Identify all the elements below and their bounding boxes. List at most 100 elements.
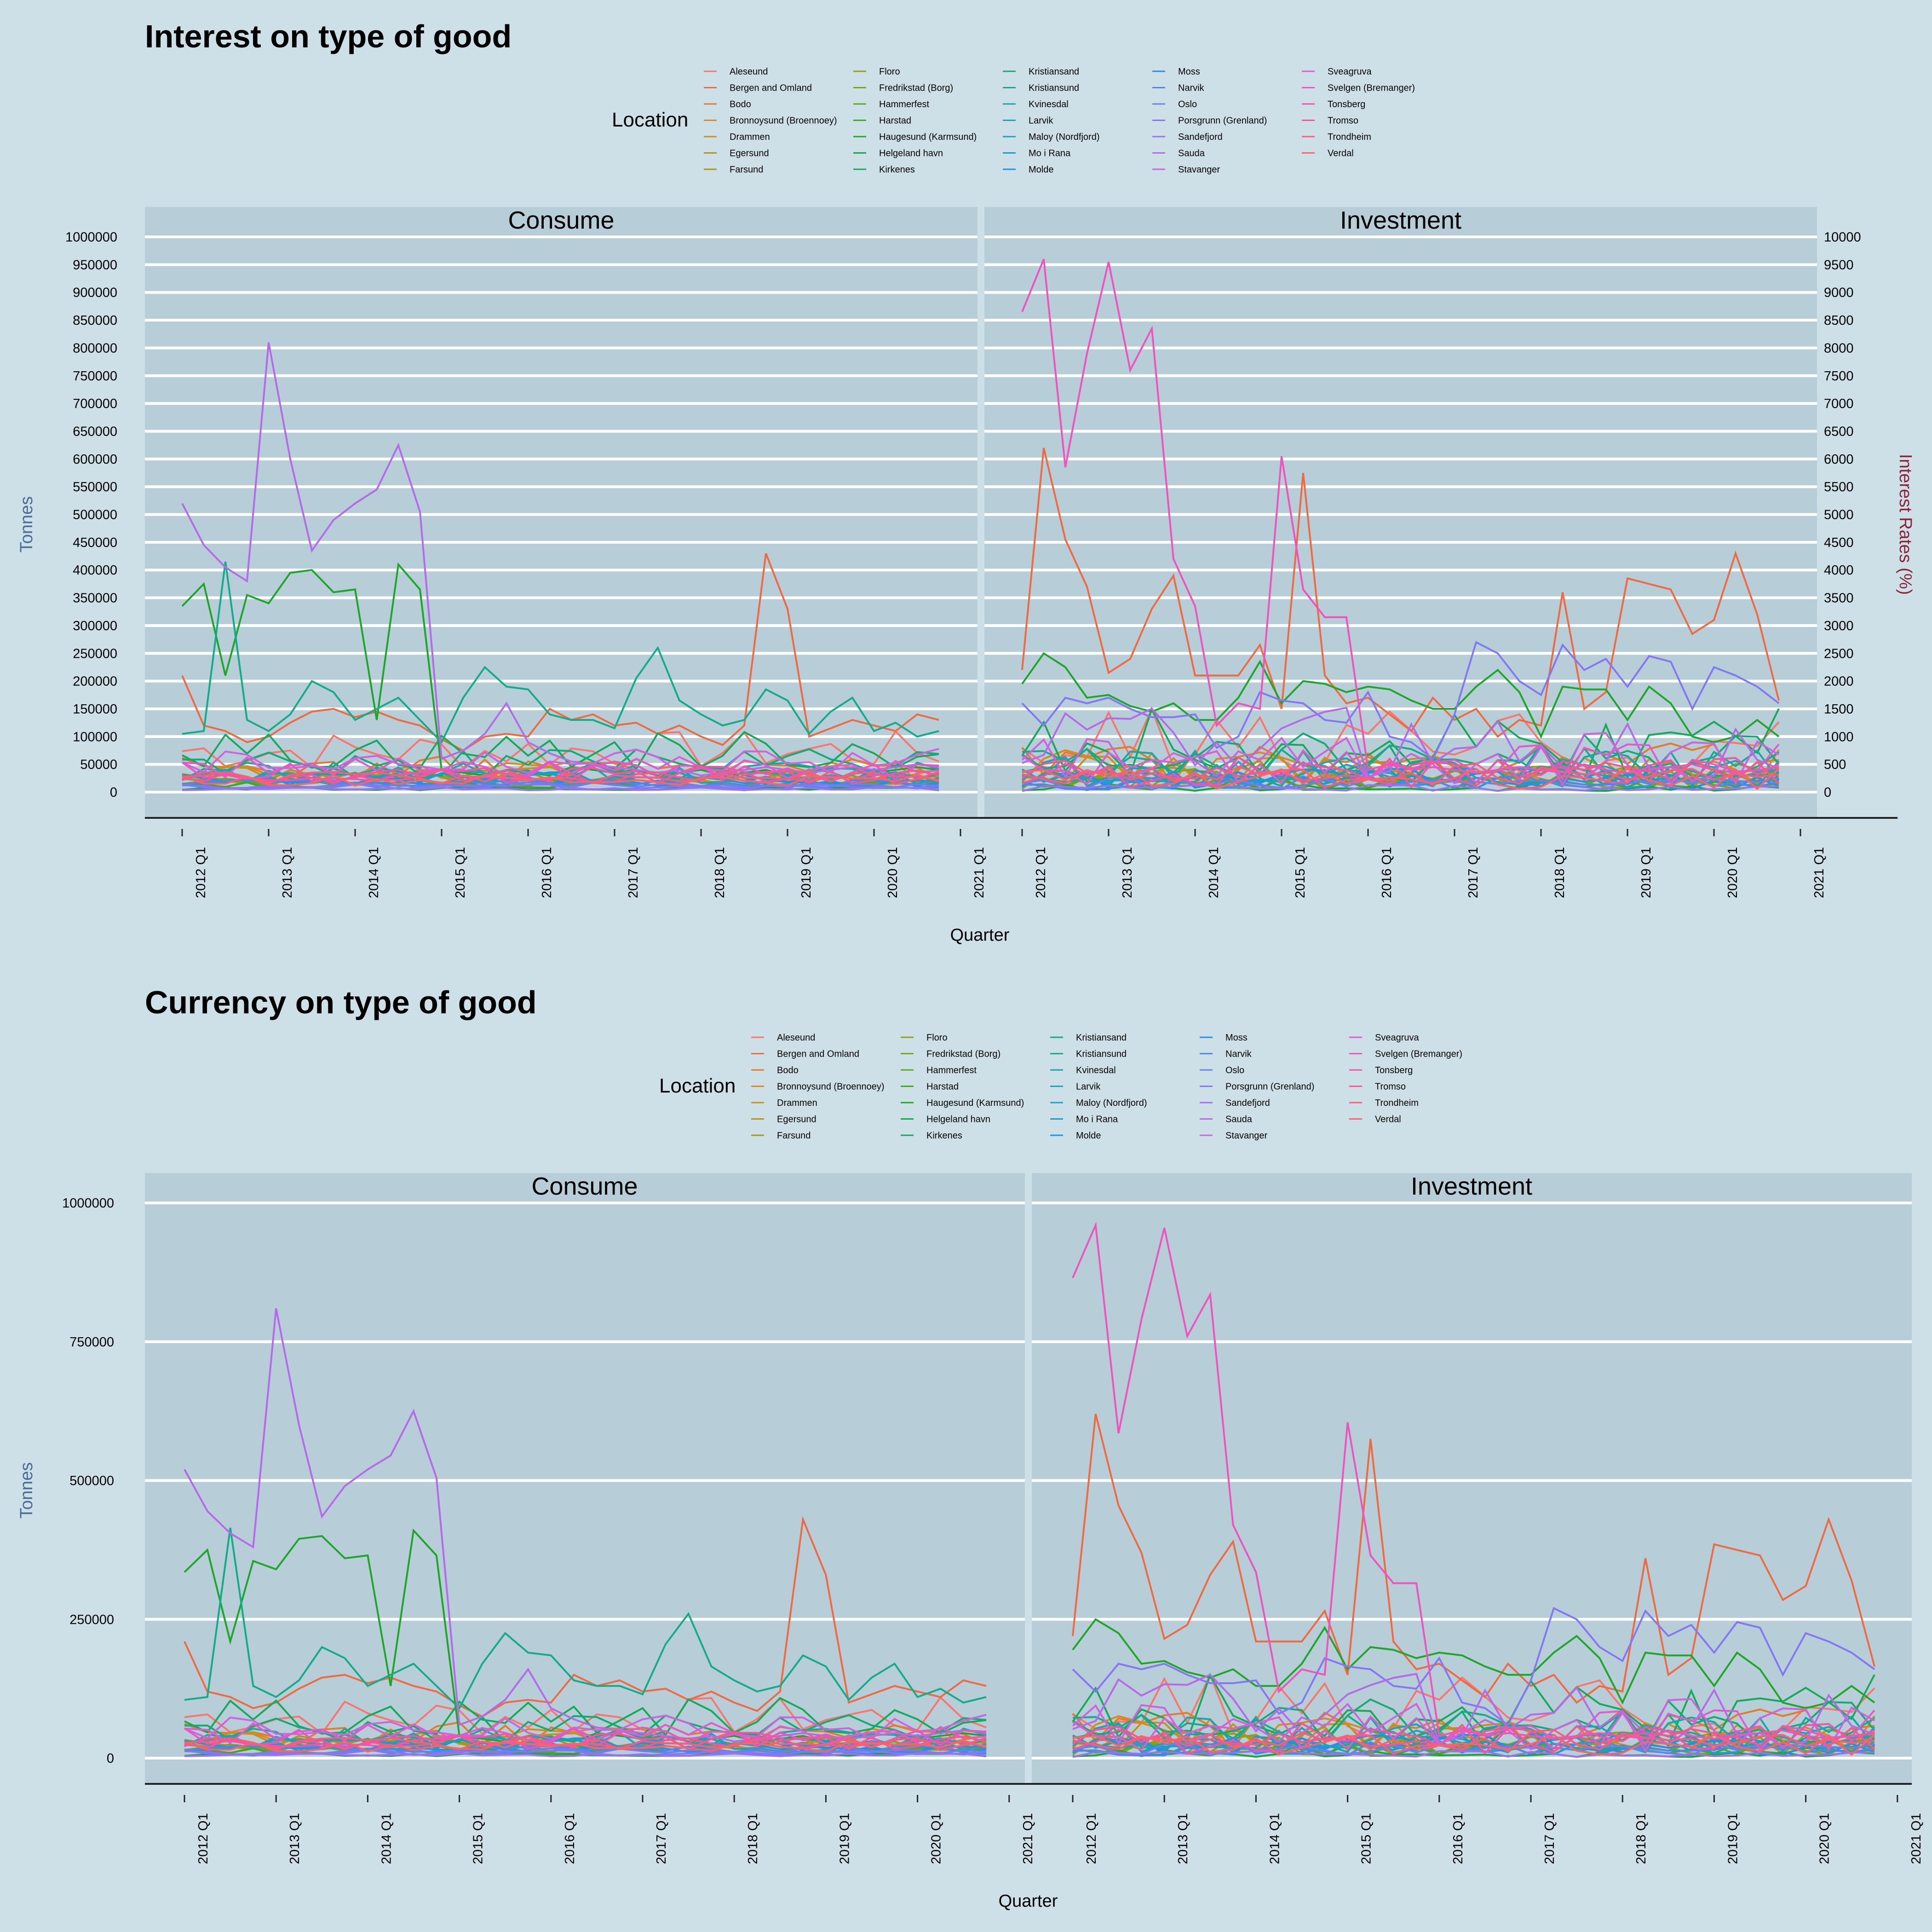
series-line xyxy=(1072,1722,1875,1754)
chart2-y-axis-label: Tonnes xyxy=(17,1462,36,1519)
y-tick-label: 1000000 xyxy=(65,230,117,245)
legend-label: Tonsberg xyxy=(1375,1065,1413,1075)
chart2-title: Currency on type of good xyxy=(145,984,537,1020)
x-tick-label: 2017 Q1 xyxy=(626,847,641,898)
series-line xyxy=(1022,767,1780,790)
legend-label: Drammen xyxy=(730,132,770,142)
series-line xyxy=(184,1516,987,1718)
x-tick-label: 2012 Q1 xyxy=(196,1813,211,1864)
series-line xyxy=(184,1731,987,1750)
x-tick-label: 2013 Q1 xyxy=(1120,847,1135,898)
series-line xyxy=(182,773,939,787)
series-line xyxy=(1072,1709,1875,1753)
legend-label: Bodo xyxy=(730,99,751,109)
x-tick-label: 2012 Q1 xyxy=(1084,1813,1099,1864)
x-tick-label: 2019 Q1 xyxy=(837,1813,852,1864)
x-tick-label: 2014 Q1 xyxy=(1267,1813,1282,1864)
series-line xyxy=(182,561,939,744)
y-tick-label: 750000 xyxy=(69,1335,114,1350)
y-tick-label: 600000 xyxy=(73,452,117,467)
y2-tick-label: 6500 xyxy=(1824,424,1854,439)
series-line xyxy=(1072,1698,1875,1751)
chart1-x-axis-label: Quarter xyxy=(950,926,1010,945)
legend-label: Sveagruva xyxy=(1328,67,1372,77)
chart2-legend: Location Aleseund Bergen and Omland Bodo Br… xyxy=(659,1033,1462,1141)
x-tick-label: 2018 Q1 xyxy=(1552,847,1567,898)
x-tick-label: 2018 Q1 xyxy=(1634,1813,1649,1864)
legend-label: Helgeland havn xyxy=(879,149,943,159)
series-line xyxy=(184,1735,987,1751)
legend-label: Haugesund (Karmsund) xyxy=(926,1098,1024,1108)
x-tick-label: 2016 Q1 xyxy=(540,847,554,898)
series-line xyxy=(1022,784,1779,792)
legend-label: Bergen and Omland xyxy=(730,83,812,93)
legend-label: Svelgen (Bremanger) xyxy=(1375,1049,1462,1059)
series-line xyxy=(1021,732,1780,785)
legend-label: Farsund xyxy=(777,1131,811,1141)
legend-label: Helgeland havn xyxy=(926,1115,990,1125)
y-tick-label: 200000 xyxy=(73,674,117,689)
series-line xyxy=(1072,1414,1875,1704)
legend-label: Tromso xyxy=(1328,116,1358,126)
legend-label: Verdal xyxy=(1328,149,1354,159)
legend-label: Floro xyxy=(926,1033,948,1043)
chart2-x-tick-labels: 2012 Q1 2013 Q1 2014 Q1 2015 Q1 2016 Q1 2017 … xyxy=(184,1795,1924,1864)
chart1-panel-consume xyxy=(145,207,978,818)
y2-tick-label: 2000 xyxy=(1824,674,1854,689)
legend-label: Aleseund xyxy=(777,1033,815,1043)
legend-label: Sandefjord xyxy=(1178,132,1223,142)
legend-label: Kirkenes xyxy=(926,1131,962,1141)
x-tick-label: 2016 Q1 xyxy=(563,1813,577,1864)
y2-tick-label: 2500 xyxy=(1824,646,1854,661)
y-tick-label: 550000 xyxy=(73,480,117,494)
legend-label: Egersund xyxy=(777,1115,816,1125)
chart-currency: Currency on type of good Location Aleseu… xyxy=(17,984,1924,1911)
chart1-legend: Location Aleseund Bergen and Omland Bodo Br… xyxy=(612,67,1415,175)
chart2-facet-label-consume: Consume xyxy=(531,1173,638,1200)
x-tick-label: 2018 Q1 xyxy=(713,847,727,898)
chart2-gridlines xyxy=(145,1202,1912,1760)
y2-tick-label: 5500 xyxy=(1824,480,1854,494)
legend-label: Trondheim xyxy=(1328,132,1371,142)
chart2-facet-label-investment: Investment xyxy=(1411,1173,1532,1200)
legend-label: Stavanger xyxy=(1178,165,1220,175)
series-line xyxy=(184,1308,987,1742)
series-line xyxy=(1022,777,1779,791)
y-tick-label: 100000 xyxy=(73,730,117,744)
y2-tick-label: 500 xyxy=(1824,758,1846,772)
chart2-series-lines xyxy=(184,1221,1875,1758)
chart2-legend-title: Location xyxy=(659,1075,736,1097)
y2-tick-label: 3500 xyxy=(1824,591,1854,606)
y-tick-label: 850000 xyxy=(73,313,117,328)
chart2-panel-investment xyxy=(1032,1173,1912,1784)
y-tick-label: 500000 xyxy=(73,508,117,523)
series-line xyxy=(182,756,939,779)
legend-label: Harstad xyxy=(926,1082,959,1092)
series-line xyxy=(1022,707,1779,782)
legend-label: Harstad xyxy=(879,116,911,126)
legend-label: Sauda xyxy=(1178,149,1205,159)
series-line xyxy=(1021,759,1780,787)
series-line xyxy=(182,779,939,789)
chart1-facet-label-investment: Investment xyxy=(1340,207,1461,234)
series-line xyxy=(181,553,939,752)
x-tick-label: 2013 Q1 xyxy=(288,1813,302,1864)
legend-label: Bergen and Omland xyxy=(777,1049,859,1059)
y-tick-label: 750000 xyxy=(73,369,117,384)
x-tick-label: 2016 Q1 xyxy=(1451,1813,1466,1864)
legend-label: Porsgrunn (Grenland) xyxy=(1225,1082,1314,1092)
series-line xyxy=(182,765,939,784)
x-tick-label: 2017 Q1 xyxy=(1542,1813,1557,1864)
series-line xyxy=(1022,763,1779,789)
legend-label: Mo i Rana xyxy=(1029,149,1071,159)
legend-label: Bronnoysund (Broennoey) xyxy=(730,116,837,126)
chart1-y-tick-labels: 0 50000 100000 150000 200000 250000 300000 3500… xyxy=(65,230,117,800)
series-line xyxy=(1072,1673,1875,1748)
y-tick-label: 700000 xyxy=(73,397,117,411)
legend-label: Kvinesdal xyxy=(1076,1065,1116,1075)
y-tick-label: 50000 xyxy=(80,758,117,772)
series-line xyxy=(182,748,939,774)
legend-label: Egersund xyxy=(730,149,769,159)
legend-label: Molde xyxy=(1076,1131,1101,1141)
x-tick-label: 2021 Q1 xyxy=(1909,1813,1924,1864)
